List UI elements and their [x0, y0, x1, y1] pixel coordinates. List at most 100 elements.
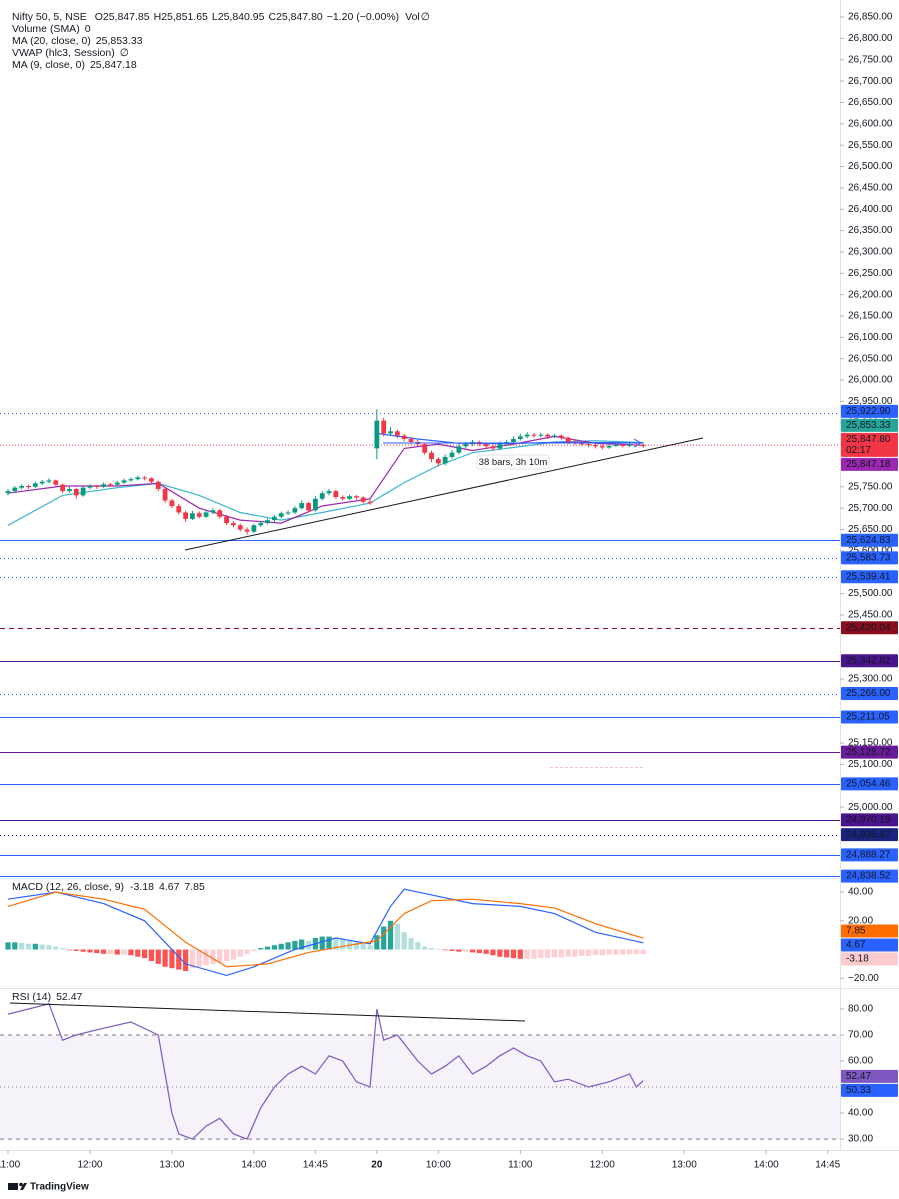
macd-histogram-bar: [182, 949, 189, 972]
legend-text: -3.18: [130, 881, 154, 893]
candle-body: [39, 481, 45, 484]
candle-body: [456, 446, 462, 453]
macd-histogram-bar: [53, 946, 59, 950]
macd-histogram-bar: [469, 949, 476, 953]
legend-text: Volume (SMA): [12, 23, 80, 35]
legend-text: L: [212, 11, 218, 23]
legend-text: 52.47: [56, 991, 82, 1003]
price-label-bg: [841, 432, 898, 457]
macd-histogram-bar: [476, 949, 482, 954]
candle-body: [87, 485, 93, 488]
trend-line[interactable]: [184, 437, 704, 551]
candle-body: [490, 446, 496, 449]
candle-body: [620, 444, 626, 446]
candle-body: [435, 459, 441, 464]
candle-body: [278, 513, 284, 517]
macd-histogram-bar: [39, 944, 45, 950]
axis-labels: 25,922.9025,853.3325,847.8002:1725,847.1…: [12, 11, 898, 1097]
candle-body: [19, 485, 25, 488]
candle-body: [176, 506, 182, 513]
macd-histogram-bar: [627, 949, 633, 955]
price-label-bg: [841, 654, 898, 668]
candle-body: [517, 436, 523, 439]
y-tick-label: 40.00: [848, 887, 873, 898]
price-label-bg: [841, 457, 898, 471]
x-tick-label: 14:45: [303, 1160, 328, 1171]
price-label: 24,970.19: [846, 814, 891, 825]
macd-histogram-bar: [333, 938, 339, 950]
macd-histogram-bar: [223, 949, 230, 962]
macd-histogram-bar: [60, 948, 66, 950]
legend-text: H: [154, 11, 162, 23]
price-label-bg: [841, 710, 898, 724]
macd-histogram-bar: [271, 945, 277, 950]
macd-histogram-bar: [490, 949, 496, 956]
y-tick-label: 25,150.00: [848, 738, 893, 749]
candle-body: [162, 488, 168, 501]
candle-body: [408, 439, 414, 442]
candle-body: [251, 525, 257, 532]
legend-text: Vol: [405, 11, 420, 23]
price-label: 25,853.33: [846, 420, 891, 431]
candle-body: [558, 435, 564, 438]
price-label: 50.33: [846, 1085, 871, 1096]
macd-histogram-bar: [599, 949, 605, 956]
macd-histogram-bar: [217, 949, 223, 963]
candle-body: [353, 496, 359, 498]
candle-body: [340, 497, 346, 499]
legend-text: ∅: [120, 47, 129, 59]
x-tick-label: 14:45: [815, 1160, 840, 1171]
indicator-line: [7, 888, 644, 977]
macd-histogram-bar: [94, 949, 100, 954]
candle-body: [511, 439, 516, 442]
y-tick-label: 25,000.00: [848, 802, 893, 813]
macd-histogram-bar: [463, 949, 469, 952]
macd-histogram-bar: [620, 949, 626, 955]
macd-histogram-bar: [456, 949, 462, 952]
candle-body: [217, 510, 223, 517]
macd-histogram-bar: [435, 948, 441, 950]
macd-histogram-bar: [299, 939, 305, 950]
legend-text: MACD (12, 26, close, 9): [12, 881, 124, 893]
y-tick-label: 25,100.00: [848, 759, 893, 770]
macd-histogram-bar: [510, 949, 517, 959]
candle-body: [210, 510, 216, 513]
price-label: 25,420.04: [846, 622, 891, 633]
legend-text: 25,847.80: [276, 11, 323, 23]
legend-text: MA (20, close, 0): [12, 35, 91, 47]
y-tick-label: 60.00: [848, 1056, 873, 1067]
macd-histogram-bar: [237, 949, 243, 957]
macd-histogram-bar: [517, 949, 523, 959]
candle-body: [586, 444, 592, 446]
candle-body: [326, 491, 332, 494]
macd-histogram-bar: [5, 942, 11, 950]
macd-histogram-bar: [121, 949, 127, 955]
candle-body: [299, 503, 305, 509]
macd-histogram-bar: [80, 949, 86, 952]
price-label: 7.85: [846, 926, 866, 937]
macd-histogram-bar: [230, 949, 237, 960]
macd-histogram-bar: [565, 949, 571, 957]
macd-histogram-bar: [107, 949, 114, 954]
y-tick-label: 20.00: [848, 915, 873, 926]
x-tick-label: 13:00: [672, 1160, 697, 1171]
candle-body: [53, 480, 59, 485]
candle-body: [12, 487, 18, 492]
legend-text: 7.85: [184, 881, 205, 893]
trend-line[interactable]: [9, 1002, 526, 1022]
y-tick-label: 26,000.00: [848, 375, 893, 386]
y-tick-label: 26,850.00: [848, 12, 893, 23]
y-tick-label: 25,650.00: [848, 524, 893, 535]
candle-body: [237, 525, 243, 530]
price-label-bg: [841, 418, 898, 432]
price-label: 25,583.73: [846, 552, 891, 563]
macd-histogram-bar: [340, 939, 346, 950]
candle-body: [292, 508, 298, 513]
x-tick-label: 12:00: [590, 1160, 615, 1171]
macd-histogram-bar: [148, 949, 155, 962]
price-label: 25,342.82: [846, 655, 891, 666]
macd-histogram-bar: [244, 949, 250, 954]
price-label-bg: [841, 745, 898, 759]
macd-histogram-bar: [135, 949, 141, 957]
